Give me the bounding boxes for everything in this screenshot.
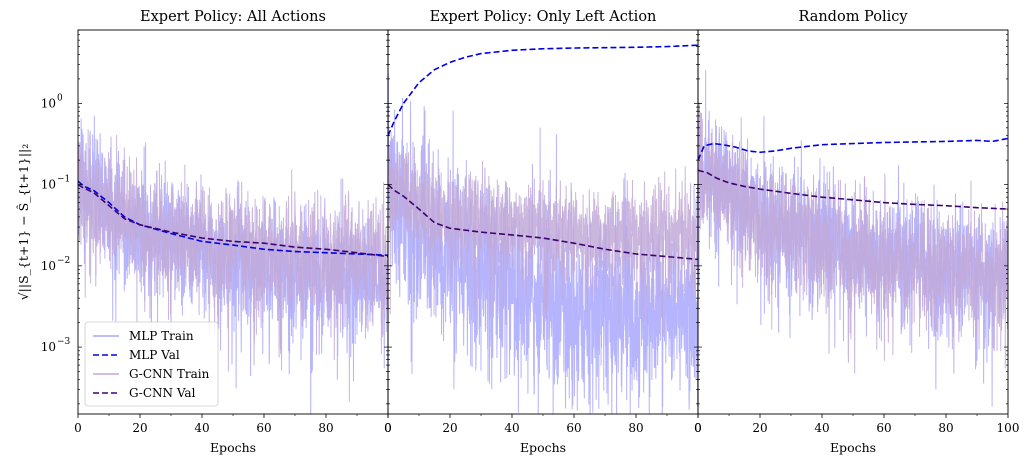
x-tick-label: 0 [384, 421, 392, 435]
y-axis-label: √||S_{t+1} − Ŝ_{t+1}||₂ [15, 144, 31, 301]
chart-title: Random Policy [798, 9, 908, 25]
panel-2: Expert Policy: Only Left Action 0 20 40 60 80… [384, 9, 702, 455]
x-tick-label: 80 [318, 421, 333, 435]
legend-entry-label: G-CNN Train [129, 367, 210, 381]
plot-area [698, 70, 1008, 407]
x-tick-label: 60 [256, 421, 271, 435]
x-axis-label: Epochs [210, 440, 256, 455]
x-tick-label: 40 [504, 421, 519, 435]
legend-entry-label: MLP Train [129, 329, 194, 343]
plot-area [78, 115, 388, 414]
series-g-cnn-train-line [698, 102, 1008, 374]
panels: Expert Policy: All Actions 0 20 40 60 80 0 Epoc… [41, 9, 1020, 455]
chart-title: Expert Policy: All Actions [140, 9, 326, 25]
y-tick-label: 10 [41, 178, 56, 192]
series-g-cnn-val-line [698, 169, 1008, 210]
series-g-cnn-train-line [78, 129, 388, 402]
x-tick-label: 40 [814, 421, 829, 435]
y-tick-exponent: 0 [57, 93, 63, 103]
panel-1: Expert Policy: All Actions 0 20 40 60 80 0 Epoc… [41, 9, 392, 455]
x-tick-label: 80 [628, 421, 643, 435]
series-mlp-val-line [388, 44, 698, 137]
x-axis-label: Epochs [520, 440, 566, 455]
y-tick-label: 10 [41, 259, 56, 273]
x-tick-label: 80 [938, 421, 953, 435]
legend-frame [84, 321, 219, 407]
x-tick-label: 20 [752, 421, 767, 435]
y-tick-exponent: −2 [57, 256, 70, 266]
series-mlp-val-line [78, 180, 388, 257]
x-tick-label: 0 [694, 421, 702, 435]
legend: MLP Train MLP Val G-CNN Train G-CNN Val [84, 321, 219, 407]
x-tick-label: 0 [74, 421, 82, 435]
legend-entry-label: G-CNN Val [129, 386, 196, 400]
x-tick-label: 20 [442, 421, 457, 435]
x-tick-label: 100 [997, 421, 1020, 435]
x-tick-label: 0 [384, 421, 392, 435]
series-g-cnn-val-line [388, 184, 698, 261]
plot-area [388, 44, 698, 414]
x-axis-label: Epochs [830, 440, 876, 455]
series-mlp-val-line [698, 137, 1008, 161]
legend-entry-label: MLP Val [129, 348, 180, 362]
x-tick-label: 20 [132, 421, 147, 435]
x-tick-label: 0 [694, 421, 702, 435]
chart-title: Expert Policy: Only Left Action [430, 9, 657, 25]
y-tick-exponent: −3 [57, 337, 71, 347]
series-g-cnn-val-line [78, 183, 388, 258]
x-tick-label: 60 [566, 421, 581, 435]
y-tick-exponent: −1 [57, 175, 70, 185]
x-tick-label: 40 [194, 421, 209, 435]
y-tick-label: 10 [41, 96, 56, 110]
y-tick-label: 10 [41, 340, 56, 354]
x-tick-label: 60 [876, 421, 891, 435]
series-g-cnn-train-line [388, 110, 698, 338]
panel-3: Random Policy 0 20 40 60 80 100 Epochs [694, 9, 1019, 455]
